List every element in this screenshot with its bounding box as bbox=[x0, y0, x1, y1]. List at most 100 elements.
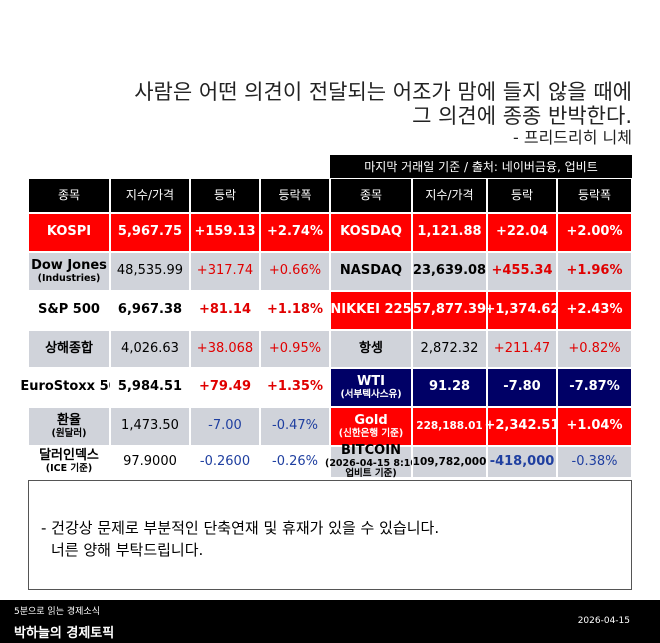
value-cell: +0.95% bbox=[260, 330, 330, 368]
value-cell: -0.2600 bbox=[190, 446, 260, 478]
value-cell: 57,877.39 bbox=[412, 291, 487, 330]
cell-text: +211.47 bbox=[493, 340, 551, 356]
cell-text: 57,877.39 bbox=[412, 302, 487, 318]
value-cell: 4,026.63 bbox=[110, 330, 190, 368]
cell-text: +159.13 bbox=[194, 224, 256, 240]
cell-text: -7.80 bbox=[503, 379, 541, 395]
name-sub: (서부텍사스유) bbox=[340, 388, 402, 400]
notice-line: 너른 양해 부탁드립니다. bbox=[51, 541, 204, 559]
name-sub: (신한은행 기준) bbox=[338, 427, 404, 439]
value-cell: -0.47% bbox=[260, 407, 330, 446]
cell-text: +0.66% bbox=[268, 263, 322, 279]
value-cell: -7.80 bbox=[487, 368, 557, 407]
name-sub: 업비트 기준) bbox=[345, 468, 397, 480]
cell-text: +79.49 bbox=[198, 379, 251, 395]
cell-text: 109,782,000 bbox=[412, 455, 487, 468]
cell-text: +2,342.51 bbox=[484, 418, 560, 434]
name-cell: 상해종합 bbox=[28, 330, 110, 368]
footer-date: 2026-04-15 bbox=[577, 616, 630, 626]
value-cell: 48,535.99 bbox=[110, 252, 190, 291]
name-cell: 항셍 bbox=[330, 330, 412, 368]
cell-text: +2.74% bbox=[267, 224, 323, 240]
cell-text: +1,374.62 bbox=[484, 302, 560, 318]
cell-text: +81.14 bbox=[198, 302, 251, 318]
value-cell: 2,872.32 bbox=[412, 330, 487, 368]
name-cell: NASDAQ bbox=[330, 252, 412, 291]
value-cell: +2.00% bbox=[557, 213, 632, 252]
value-cell: -7.87% bbox=[557, 368, 632, 407]
value-cell: +2.43% bbox=[557, 291, 632, 330]
value-cell: +1.18% bbox=[260, 291, 330, 330]
footer: 5분으로 읽는 경제소식 박하늘의 경제토픽 2026-04-15 bbox=[0, 600, 660, 643]
cell-text: +0.95% bbox=[268, 340, 322, 356]
value-cell: -0.26% bbox=[260, 446, 330, 478]
name-text: NIKKEI 225 bbox=[330, 302, 412, 318]
cell-text: +317.74 bbox=[196, 263, 254, 279]
source-note: 마지막 거래일 기준 / 출처: 네이버금융, 업비트 bbox=[330, 155, 632, 178]
name-cell: NIKKEI 225 bbox=[330, 291, 412, 330]
value-cell: +0.82% bbox=[557, 330, 632, 368]
cell-text: 6,967.38 bbox=[117, 302, 183, 318]
value-cell: +1.35% bbox=[260, 368, 330, 407]
value-cell: +38.068 bbox=[190, 330, 260, 368]
value-cell: +211.47 bbox=[487, 330, 557, 368]
name-text: 환율 bbox=[57, 412, 81, 428]
value-cell: 5,984.51 bbox=[110, 368, 190, 407]
name-cell: WTI (서부텍사스유) bbox=[330, 368, 412, 407]
cell-text: +1.18% bbox=[267, 302, 323, 318]
cell-text: +1.96% bbox=[566, 263, 623, 279]
header-cell: 등락폭 bbox=[260, 178, 330, 213]
name-sub: (Industries) bbox=[37, 272, 101, 284]
value-cell: +2.74% bbox=[260, 213, 330, 252]
name-cell: KOSDAQ bbox=[330, 213, 412, 252]
value-cell: +1.96% bbox=[557, 252, 632, 291]
value-cell: 109,782,000 bbox=[412, 446, 487, 478]
value-cell: +455.34 bbox=[487, 252, 557, 291]
name-text: NASDAQ bbox=[339, 263, 403, 279]
value-cell: +2,342.51 bbox=[484, 407, 560, 446]
name-cell: EuroStoxx 50 bbox=[20, 368, 118, 407]
header-cell: 종목 bbox=[330, 178, 412, 213]
cell-text: +2.43% bbox=[566, 302, 623, 318]
name-text: BITCOIN bbox=[341, 442, 401, 458]
cell-text: +38.068 bbox=[196, 340, 254, 356]
header-cell: 지수/가격 bbox=[110, 178, 190, 213]
value-cell: 5,967.75 bbox=[110, 213, 190, 252]
cell-text: 4,026.63 bbox=[121, 340, 179, 356]
value-cell: 23,639.08 bbox=[412, 252, 487, 291]
cell-text: -7.87% bbox=[569, 379, 620, 395]
header-cell: 종목 bbox=[28, 178, 110, 213]
name-text: S&P 500 bbox=[38, 302, 100, 318]
cell-text: +2.00% bbox=[566, 224, 623, 240]
cell-text: 1,473.50 bbox=[121, 418, 179, 434]
value-cell: +1,374.62 bbox=[484, 291, 560, 330]
cell-text: 1,121.88 bbox=[417, 224, 482, 240]
name-cell: 달러인덱스 (ICE 기준) bbox=[28, 446, 110, 478]
quote-line: 사람은 어떤 의견이 전달되는 어조가 맘에 들지 않을 때에 bbox=[134, 80, 632, 104]
cell-text: -0.47% bbox=[272, 418, 318, 434]
header-cell: 등락폭 bbox=[557, 178, 632, 213]
name-text: Dow Jones bbox=[31, 257, 107, 273]
name-cell: Dow Jones (Industries) bbox=[28, 252, 110, 291]
cell-text: +22.04 bbox=[495, 224, 548, 240]
name-text: EuroStoxx 50 bbox=[20, 379, 118, 395]
quote-author: - 프리드리히 니체 bbox=[513, 128, 632, 147]
name-text: Gold bbox=[354, 412, 388, 428]
value-cell: +0.66% bbox=[260, 252, 330, 291]
value-cell: +22.04 bbox=[487, 213, 557, 252]
name-sub: (원달러) bbox=[51, 427, 87, 439]
name-text: KOSPI bbox=[46, 224, 92, 240]
footer-title: 박하늘의 경제토픽 bbox=[14, 626, 115, 641]
header-cell: 등락 bbox=[487, 178, 557, 213]
name-sub: (ICE 기준) bbox=[45, 463, 93, 474]
name-text: 항셍 bbox=[359, 340, 383, 356]
notice-box: - 건강상 문제로 부분적인 단축연재 및 휴재가 있을 수 있습니다. 너른 … bbox=[28, 480, 632, 590]
name-cell: 환율 (원달러) bbox=[28, 407, 110, 446]
value-cell: +1.04% bbox=[557, 407, 632, 446]
cell-text: 5,984.51 bbox=[117, 379, 183, 395]
value-cell: -0.38% bbox=[557, 446, 632, 478]
notice-line: - 건강상 문제로 부분적인 단축연재 및 휴재가 있을 수 있습니다. bbox=[41, 519, 440, 537]
cell-text: 91.28 bbox=[428, 379, 471, 395]
value-cell: 1,121.88 bbox=[412, 213, 487, 252]
